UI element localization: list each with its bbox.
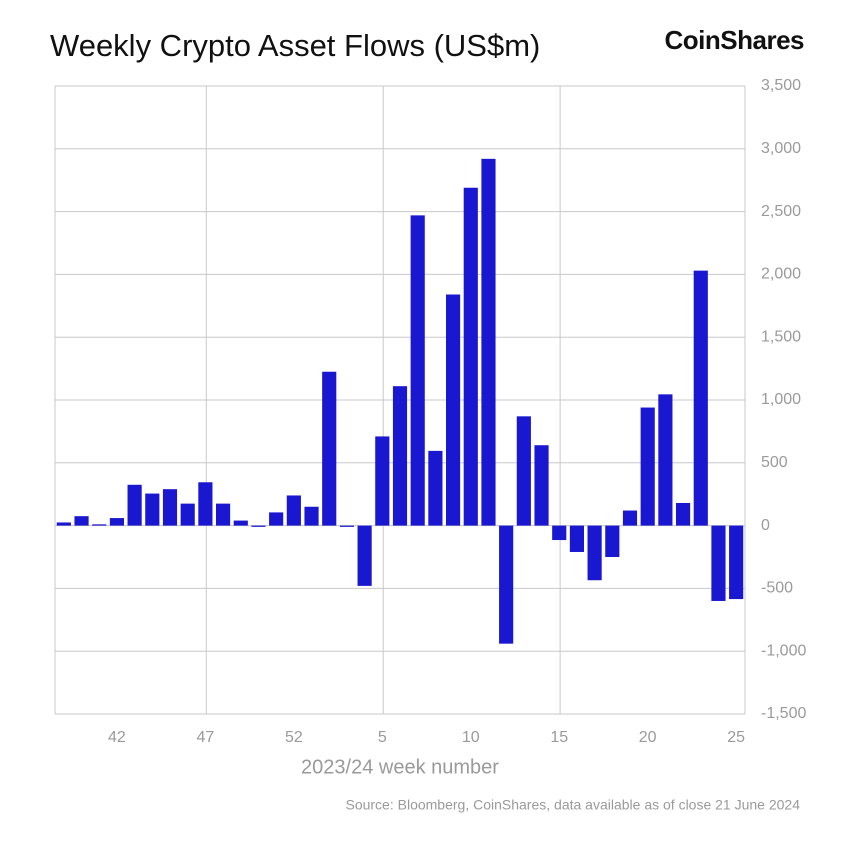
bar	[74, 516, 89, 526]
bar	[499, 525, 514, 644]
bar	[569, 525, 584, 552]
bar	[286, 495, 301, 526]
bar	[605, 525, 620, 557]
x-tick-label: 47	[196, 729, 214, 746]
bar	[552, 525, 567, 541]
x-axis-label: 2023/24 week number	[301, 756, 499, 778]
bar	[92, 524, 107, 526]
bar	[127, 484, 142, 526]
bar	[640, 407, 655, 526]
bar	[304, 506, 319, 526]
y-tick-label: -1,000	[761, 642, 806, 659]
bar	[410, 215, 425, 526]
y-tick-label: 3,500	[761, 77, 801, 94]
bar	[198, 482, 213, 526]
bar	[676, 502, 691, 526]
bar	[463, 187, 478, 526]
y-tick-label: 1,500	[761, 328, 801, 345]
y-tick-label: -500	[761, 580, 793, 597]
bar	[357, 525, 372, 586]
bar	[658, 394, 673, 526]
x-tick-label: 10	[462, 729, 480, 746]
y-tick-label: -1,500	[761, 705, 806, 722]
bar	[322, 371, 337, 526]
chart-title: Weekly Crypto Asset Flows (US$m)	[50, 28, 540, 63]
bar	[711, 525, 726, 601]
bar	[392, 386, 408, 526]
bar	[516, 416, 531, 526]
y-tick-label: 2,000	[761, 266, 801, 283]
x-tick-label: 15	[550, 729, 568, 746]
x-tick-label: 20	[639, 729, 657, 746]
bar	[729, 525, 744, 600]
bar	[375, 436, 390, 526]
x-tick-label: 42	[108, 729, 126, 746]
bar	[216, 503, 231, 526]
bar	[428, 450, 443, 526]
y-tick-label: 0	[761, 517, 770, 534]
y-tick-label: 2,500	[761, 203, 801, 220]
y-tick-label: 1,000	[761, 391, 801, 408]
y-tick-label: 3,000	[761, 140, 801, 157]
bar	[534, 445, 549, 526]
bar	[56, 522, 71, 526]
x-tick-label: 25	[727, 729, 745, 746]
x-tick-label: 52	[285, 729, 303, 746]
brand-logo: CoinShares	[665, 25, 805, 55]
bar	[587, 525, 602, 581]
bar	[481, 158, 496, 526]
x-tick-label: 5	[378, 729, 387, 746]
bar	[180, 503, 195, 526]
source-note: Source: Bloomberg, CoinShares, data avai…	[345, 797, 800, 813]
bar	[233, 520, 248, 526]
bar	[446, 294, 461, 526]
bar	[622, 510, 638, 526]
y-tick-label: 500	[761, 454, 788, 471]
bar	[109, 518, 124, 526]
bar	[693, 270, 708, 526]
bar	[251, 525, 266, 527]
bar	[269, 512, 284, 526]
bar	[162, 489, 178, 526]
bar	[339, 525, 354, 527]
bar	[145, 493, 160, 526]
